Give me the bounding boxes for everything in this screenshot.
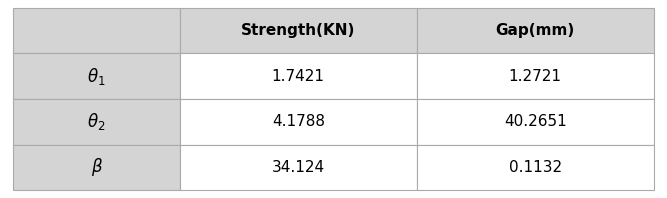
Bar: [13, 53, 180, 99]
Text: 1.2721: 1.2721: [509, 69, 562, 84]
Bar: [180, 53, 417, 99]
Bar: [417, 53, 654, 99]
Bar: [13, 145, 180, 190]
Text: 0.1132: 0.1132: [509, 160, 562, 175]
Bar: [417, 8, 654, 53]
Text: $\theta_1$: $\theta_1$: [87, 66, 106, 87]
Bar: [13, 8, 180, 53]
Text: $\beta$: $\beta$: [91, 156, 103, 178]
Text: Strength(KN): Strength(KN): [241, 23, 356, 38]
Bar: [417, 99, 654, 145]
Bar: [180, 99, 417, 145]
Text: 4.1788: 4.1788: [271, 114, 325, 129]
Text: 34.124: 34.124: [271, 160, 325, 175]
Text: 1.7421: 1.7421: [271, 69, 325, 84]
Bar: [180, 8, 417, 53]
Bar: [13, 99, 180, 145]
Bar: [417, 145, 654, 190]
Text: Gap(mm): Gap(mm): [496, 23, 575, 38]
Bar: [180, 145, 417, 190]
Text: $\theta_2$: $\theta_2$: [87, 111, 106, 132]
Text: 40.2651: 40.2651: [504, 114, 566, 129]
